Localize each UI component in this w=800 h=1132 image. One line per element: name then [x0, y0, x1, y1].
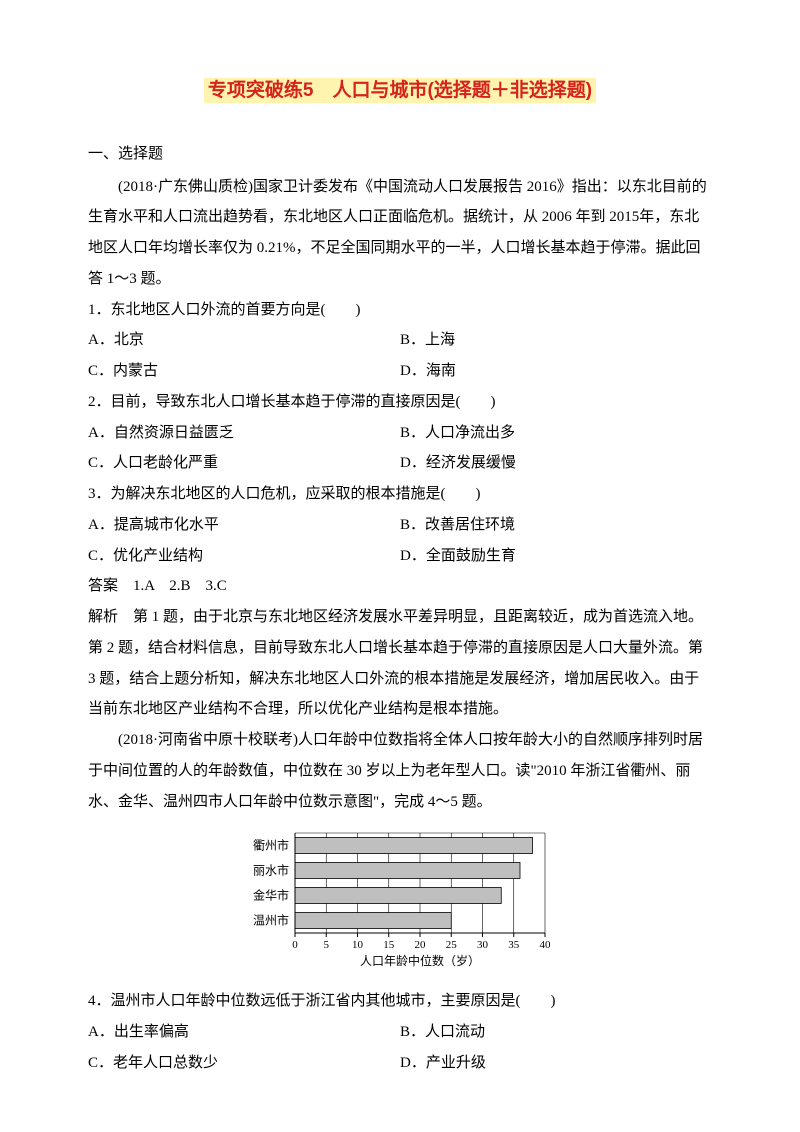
q3-option-b: B．改善居住环境	[400, 510, 712, 541]
answers: 答案 1.A 2.B 3.C	[88, 571, 712, 602]
q4-option-c: C．老年人口总数少	[88, 1048, 400, 1079]
section-heading: 一、选择题	[88, 139, 712, 170]
q2-stem: 2．目前，导致东北人口增长基本趋于停滞的直接原因是( )	[88, 387, 712, 418]
q4-option-d: D．产业升级	[400, 1048, 712, 1079]
q2-option-d: D．经济发展缓慢	[400, 448, 712, 479]
svg-text:0: 0	[292, 939, 298, 951]
page-title: 专项突破练5 人口与城市(选择题＋非选择题)	[88, 72, 712, 111]
q1-option-a: A．北京	[88, 325, 400, 356]
median-age-chart: 0 5 10 15 20 25 30 35 40 衢州市丽水市金华市温州市人口年龄中位数（岁）	[88, 825, 712, 982]
q2-option-a: A．自然资源日益匮乏	[88, 418, 400, 449]
q1-options-row2: C．内蒙古 D．海南	[88, 356, 712, 387]
q2-option-b: B．人口净流出多	[400, 418, 712, 449]
svg-text:20: 20	[415, 939, 427, 951]
q1-option-d: D．海南	[400, 356, 712, 387]
q3-option-d: D．全面鼓励生育	[400, 541, 712, 572]
q4-option-a: A．出生率偏高	[88, 1017, 400, 1048]
q1-option-b: B．上海	[400, 325, 712, 356]
q2-option-c: C．人口老龄化严重	[88, 448, 400, 479]
q2-options-row2: C．人口老龄化严重 D．经济发展缓慢	[88, 448, 712, 479]
svg-text:温州市: 温州市	[253, 913, 289, 928]
svg-text:10: 10	[352, 939, 364, 951]
q3-stem: 3．为解决东北地区的人口危机，应采取的根本措施是( )	[88, 479, 712, 510]
q4-option-b: B．人口流动	[400, 1017, 712, 1048]
svg-text:25: 25	[446, 939, 458, 951]
intro-paragraph-2: (2018·河南省中原十校联考)人口年龄中位数指将全体人口按年龄大小的自然顺序排…	[88, 725, 712, 817]
svg-text:金华市: 金华市	[253, 888, 289, 903]
q4-stem: 4．温州市人口年龄中位数远低于浙江省内其他城市，主要原因是( )	[88, 986, 712, 1017]
q1-option-c: C．内蒙古	[88, 356, 400, 387]
q3-options-row2: C．优化产业结构 D．全面鼓励生育	[88, 541, 712, 572]
svg-text:30: 30	[477, 939, 489, 951]
q3-option-c: C．优化产业结构	[88, 541, 400, 572]
q3-option-a: A．提高城市化水平	[88, 510, 400, 541]
svg-text:5: 5	[324, 939, 330, 951]
svg-text:15: 15	[383, 939, 395, 951]
svg-text:35: 35	[508, 939, 520, 951]
q1-options-row1: A．北京 B．上海	[88, 325, 712, 356]
svg-text:40: 40	[540, 939, 552, 951]
explanation: 解析 第 1 题，由于北京与东北地区经济发展水平差异明显，且距离较近，成为首选流…	[88, 602, 712, 725]
svg-text:丽水市: 丽水市	[253, 863, 289, 878]
q4-options-row1: A．出生率偏高 B．人口流动	[88, 1017, 712, 1048]
q3-options-row1: A．提高城市化水平 B．改善居住环境	[88, 510, 712, 541]
svg-text:衢州市: 衢州市	[253, 838, 289, 853]
title-text: 专项突破练5 人口与城市(选择题＋非选择题)	[204, 78, 596, 103]
q1-stem: 1．东北地区人口外流的首要方向是( )	[88, 295, 712, 326]
svg-text:人口年龄中位数（岁）: 人口年龄中位数（岁）	[360, 953, 480, 968]
q2-options-row1: A．自然资源日益匮乏 B．人口净流出多	[88, 418, 712, 449]
q4-options-row2: C．老年人口总数少 D．产业升级	[88, 1048, 712, 1079]
intro-paragraph-1: (2018·广东佛山质检)国家卫计委发布《中国流动人口发展报告 2016》指出：…	[88, 172, 712, 295]
